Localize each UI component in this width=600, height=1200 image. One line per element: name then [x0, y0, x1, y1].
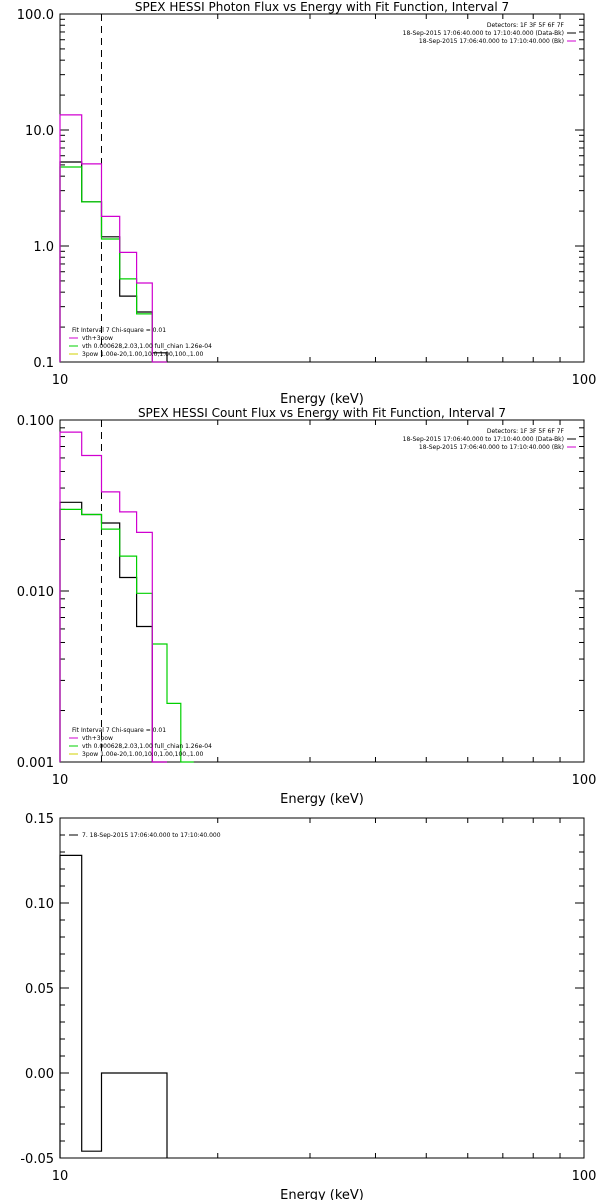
legend-left-entry: Fit Interval 7 Chi-square = 0.01 [72, 327, 166, 334]
x-tick-label: 100 [572, 773, 597, 788]
plot-frame [59, 13, 585, 363]
y-tick-label: 0.010 [17, 585, 54, 600]
legend-right-entry: 18-Sep-2015 17:06:40.000 to 17:10:40.000… [403, 436, 564, 443]
legend-left-entry: Fit Interval 7 Chi-square = 0.01 [72, 727, 166, 734]
legend-right-entry: 18-Sep-2015 17:06:40.000 to 17:10:40.000… [419, 38, 564, 45]
legend-left-entry: vth+3pow [82, 335, 113, 342]
x-axis-label: Energy (keV) [280, 392, 364, 407]
x-tick-label: 10 [52, 1169, 69, 1184]
chart-panel-1 [59, 13, 585, 363]
legend-right-entry: 18-Sep-2015 17:06:40.000 to 17:10:40.000… [419, 444, 564, 451]
y-tick-label: 100.0 [17, 8, 54, 23]
legend-right-entry: 18-Sep-2015 17:06:40.000 to 17:10:40.000… [403, 30, 564, 37]
x-tick-label: 100 [572, 1169, 597, 1184]
plot-frame [59, 419, 585, 763]
y-tick-label: 0.15 [25, 812, 54, 827]
y-tick-label: 10.0 [25, 124, 54, 139]
x-tick-label: 10 [52, 373, 69, 388]
legend-left-entry: 3pow 1.00e-20,1.00,10.0,1.00,100.,1.00 [82, 351, 203, 358]
y-tick-label: 1.0 [33, 240, 54, 255]
legend-left-entry: vth 0.000628,2.03,1.00 full_chian 1.26e-… [82, 343, 212, 350]
chart-title: SPEX HESSI Photon Flux vs Energy with Fi… [135, 0, 509, 14]
x-tick-label: 10 [52, 773, 69, 788]
x-axis-label: Energy (keV) [280, 792, 364, 807]
chart-panel-2 [59, 419, 585, 763]
x-axis-label: Energy (keV) [280, 1188, 364, 1200]
series-1-histogram [59, 854, 168, 1158]
x-tick-label: 100 [572, 373, 597, 388]
y-tick-label: 0.05 [25, 982, 54, 997]
plot-frame [59, 817, 585, 1159]
y-tick-label: 0.001 [17, 756, 54, 771]
legend-left-entry: 7. 18-Sep-2015 17:06:40.000 to 17:10:40.… [82, 832, 221, 839]
y-tick-label: 0.100 [17, 414, 54, 429]
y-tick-label: 0.1 [33, 356, 54, 371]
y-tick-label: 0.10 [25, 897, 54, 912]
chart-panel-3 [59, 817, 585, 1159]
y-tick-label: -0.05 [20, 1152, 54, 1167]
legend-left-entry: vth 0.000628,2.03,1.00 full_chian 1.26e-… [82, 743, 212, 750]
series-3-histogram [59, 431, 167, 763]
legend-right-entry: Detectors: 1F 3F 5F 6F 7F [487, 22, 565, 29]
series-2-histogram [59, 508, 194, 763]
legend-right-entry: Detectors: 1F 3F 5F 6F 7F [487, 428, 565, 435]
legend-left-entry: vth+3pow [82, 735, 113, 742]
series-1-histogram [59, 501, 167, 763]
legend-left-entry: 3pow 1.00e-20,1.00,10.0,1.00,100.,1.00 [82, 751, 203, 758]
chart-title: SPEX HESSI Count Flux vs Energy with Fit… [138, 406, 506, 420]
series-3-histogram [59, 114, 167, 363]
y-tick-label: 0.00 [25, 1067, 54, 1082]
